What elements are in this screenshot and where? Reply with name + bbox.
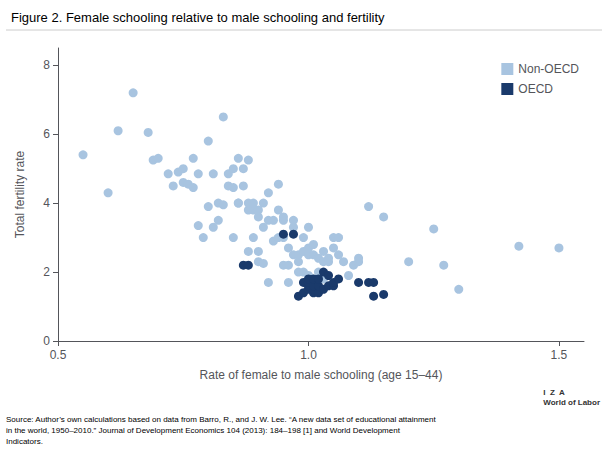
svg-text:6: 6 <box>43 127 50 141</box>
svg-text:Figure 2. Female schooling rel: Figure 2. Female schooling relative to m… <box>11 10 385 25</box>
svg-text:World of Labor: World of Labor <box>543 398 600 407</box>
svg-text:0: 0 <box>43 334 50 348</box>
svg-text:OECD: OECD <box>518 82 553 96</box>
svg-text:in the world, 1950–2010.” Jour: in the world, 1950–2010.” Journal of Dev… <box>6 426 401 435</box>
svg-text:1.5: 1.5 <box>551 348 568 362</box>
svg-text:Total fertility rate: Total fertility rate <box>13 150 27 238</box>
svg-text:8: 8 <box>43 58 50 72</box>
svg-text:4: 4 <box>43 196 50 210</box>
svg-text:1.0: 1.0 <box>300 348 317 362</box>
svg-text:2: 2 <box>43 265 50 279</box>
svg-text:Rate of female to male schooli: Rate of female to male schooling (age 15… <box>200 368 443 382</box>
svg-text:Source: Author’s own calculati: Source: Author’s own calculations based … <box>6 415 437 424</box>
svg-text:0.5: 0.5 <box>50 348 67 362</box>
svg-text:Indicators.: Indicators. <box>6 437 43 446</box>
svg-text:Non-OECD: Non-OECD <box>518 62 579 76</box>
svg-text:I Z A: I Z A <box>543 388 565 397</box>
